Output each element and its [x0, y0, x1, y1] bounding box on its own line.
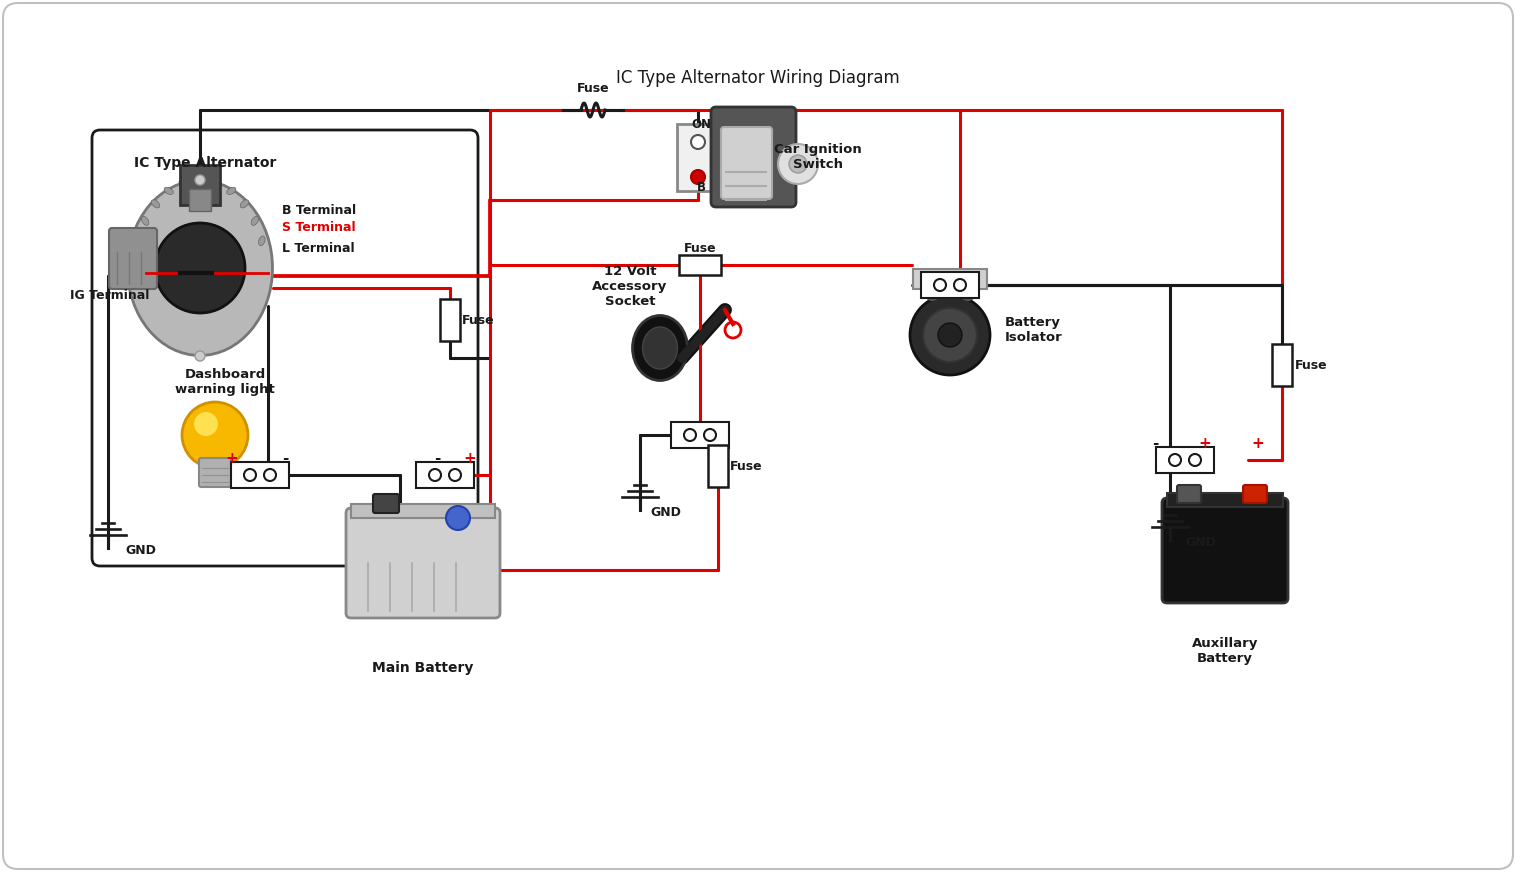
Text: Main Battery: Main Battery	[373, 661, 473, 675]
Circle shape	[691, 170, 705, 184]
Ellipse shape	[196, 177, 205, 183]
Text: B Terminal: B Terminal	[282, 203, 356, 216]
Circle shape	[182, 402, 249, 468]
Circle shape	[925, 286, 938, 300]
Circle shape	[264, 469, 276, 481]
Circle shape	[703, 429, 716, 441]
FancyBboxPatch shape	[678, 124, 719, 191]
Ellipse shape	[259, 236, 265, 246]
Ellipse shape	[164, 187, 173, 194]
Ellipse shape	[643, 327, 678, 369]
Circle shape	[691, 135, 705, 149]
Ellipse shape	[135, 236, 141, 246]
Text: -: -	[282, 451, 288, 466]
Circle shape	[196, 175, 205, 185]
Text: B: B	[696, 181, 705, 194]
Circle shape	[449, 469, 461, 481]
Text: L Terminal: L Terminal	[282, 242, 355, 255]
Ellipse shape	[252, 216, 259, 225]
Text: S Terminal: S Terminal	[282, 221, 356, 234]
Text: ON: ON	[691, 118, 711, 131]
FancyBboxPatch shape	[352, 504, 496, 518]
FancyBboxPatch shape	[679, 255, 722, 275]
FancyBboxPatch shape	[346, 508, 500, 618]
Text: GND: GND	[1186, 535, 1216, 548]
Circle shape	[1189, 454, 1201, 466]
Text: Fuse: Fuse	[576, 81, 609, 94]
FancyBboxPatch shape	[711, 107, 796, 207]
FancyBboxPatch shape	[1243, 485, 1267, 503]
FancyBboxPatch shape	[922, 272, 979, 298]
Ellipse shape	[179, 180, 188, 186]
Circle shape	[1169, 454, 1181, 466]
Text: +: +	[1199, 435, 1211, 451]
Text: Car Ignition
Switch: Car Ignition Switch	[775, 143, 863, 171]
FancyBboxPatch shape	[440, 299, 459, 341]
Circle shape	[194, 412, 218, 436]
Text: Fuse: Fuse	[731, 460, 763, 473]
Circle shape	[155, 223, 246, 313]
Ellipse shape	[127, 181, 273, 356]
Text: -: -	[434, 451, 440, 466]
Text: GND: GND	[650, 506, 681, 519]
Circle shape	[446, 506, 470, 530]
FancyBboxPatch shape	[708, 445, 728, 487]
Text: IC Type Alternator Wiring Diagram: IC Type Alternator Wiring Diagram	[615, 69, 901, 87]
FancyBboxPatch shape	[3, 3, 1513, 869]
Circle shape	[934, 279, 946, 291]
FancyBboxPatch shape	[1176, 485, 1201, 503]
FancyBboxPatch shape	[1157, 447, 1214, 473]
Ellipse shape	[227, 187, 236, 194]
Ellipse shape	[152, 200, 159, 208]
Text: Dashboard
warning light: Dashboard warning light	[176, 368, 274, 396]
FancyBboxPatch shape	[913, 269, 987, 289]
FancyBboxPatch shape	[1161, 498, 1289, 603]
Ellipse shape	[141, 216, 149, 225]
Circle shape	[684, 429, 696, 441]
Circle shape	[961, 286, 975, 300]
Circle shape	[923, 308, 976, 362]
Circle shape	[910, 295, 990, 375]
FancyBboxPatch shape	[1167, 493, 1283, 507]
Circle shape	[788, 155, 807, 173]
FancyBboxPatch shape	[415, 462, 475, 488]
Circle shape	[429, 469, 441, 481]
Ellipse shape	[211, 180, 221, 186]
Circle shape	[196, 351, 205, 361]
FancyBboxPatch shape	[190, 189, 211, 211]
Text: -: -	[1152, 435, 1158, 451]
Text: Battery
Isolator: Battery Isolator	[1005, 316, 1063, 344]
FancyBboxPatch shape	[672, 422, 729, 448]
Circle shape	[954, 279, 966, 291]
Ellipse shape	[632, 316, 687, 380]
Circle shape	[778, 144, 819, 184]
Circle shape	[244, 469, 256, 481]
Text: Fuse: Fuse	[462, 314, 494, 326]
Text: +: +	[464, 451, 476, 466]
FancyBboxPatch shape	[180, 165, 220, 205]
Text: IG Terminal: IG Terminal	[70, 289, 150, 302]
Circle shape	[938, 323, 963, 347]
FancyBboxPatch shape	[109, 228, 158, 289]
FancyBboxPatch shape	[1272, 344, 1292, 386]
Text: GND: GND	[124, 543, 156, 556]
Text: +: +	[1252, 435, 1264, 451]
Text: +: +	[226, 451, 238, 466]
FancyBboxPatch shape	[199, 458, 230, 487]
FancyBboxPatch shape	[373, 494, 399, 513]
FancyBboxPatch shape	[230, 462, 290, 488]
Text: Auxillary
Battery: Auxillary Battery	[1192, 637, 1258, 665]
Text: Fuse: Fuse	[1295, 358, 1328, 371]
Ellipse shape	[241, 200, 249, 208]
Text: IC Type Alternator: IC Type Alternator	[133, 156, 276, 170]
FancyBboxPatch shape	[722, 127, 772, 199]
Text: Fuse: Fuse	[684, 242, 717, 255]
Text: 12 Volt
Accessory
Socket: 12 Volt Accessory Socket	[593, 264, 667, 308]
